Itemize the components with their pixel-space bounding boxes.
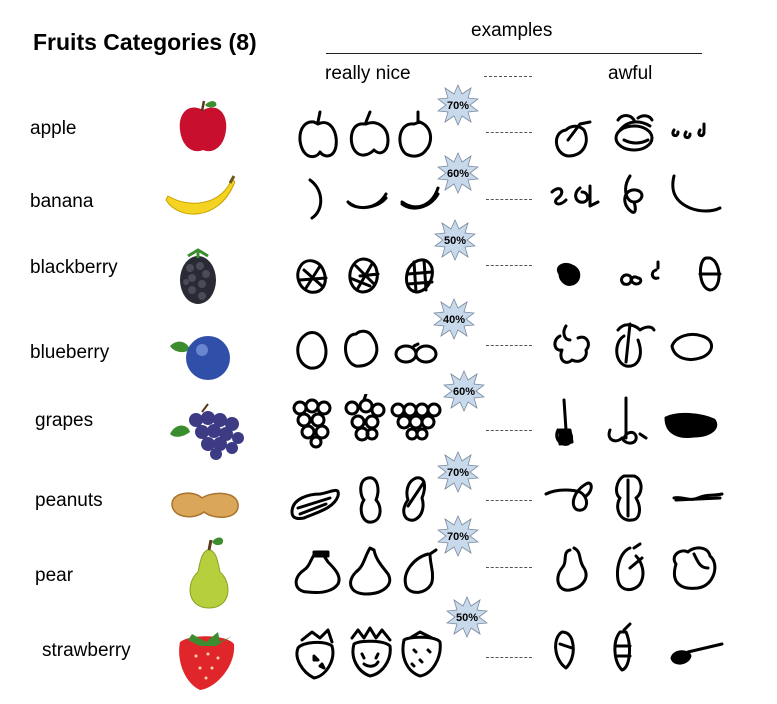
row-label-peanuts: peanuts xyxy=(35,490,103,511)
row-label-grapes: grapes xyxy=(35,410,94,431)
connector-dashes xyxy=(486,500,532,501)
sketches-grapes xyxy=(292,394,718,449)
svg-text:70%: 70% xyxy=(447,531,469,543)
percent-badge-grapes: 60% xyxy=(443,370,485,412)
page-title: Fruits Categories (8) xyxy=(33,29,257,55)
connector-dashes xyxy=(486,132,532,133)
header-dashes xyxy=(484,76,532,77)
connector-dashes xyxy=(486,430,532,431)
row-label-apple: apple xyxy=(30,118,77,139)
sketches-pear xyxy=(294,542,717,596)
row-label-banana: banana xyxy=(30,191,94,212)
percent-badge-blackberry: 50% xyxy=(434,219,476,261)
header-awful: awful xyxy=(608,63,653,84)
pear-icon xyxy=(189,537,229,609)
banana-icon xyxy=(165,175,236,215)
grapes-icon xyxy=(170,403,244,460)
row-label-blackberry: blackberry xyxy=(30,257,118,278)
svg-text:50%: 50% xyxy=(444,235,466,247)
sketches-blueberry xyxy=(296,322,713,370)
svg-text:70%: 70% xyxy=(447,467,469,479)
peanut-icon xyxy=(171,492,239,518)
strawberry-icon xyxy=(179,632,235,690)
percent-badge-apple: 70% xyxy=(437,84,479,126)
percent-badge-pear: 70% xyxy=(437,515,479,557)
sketches-strawberry xyxy=(295,622,724,680)
svg-text:60%: 60% xyxy=(453,386,475,398)
blueberry-icon xyxy=(170,336,230,380)
connector-dashes xyxy=(486,657,532,658)
svg-text:70%: 70% xyxy=(447,100,469,112)
svg-text:50%: 50% xyxy=(456,612,478,624)
sketches-peanuts xyxy=(290,474,724,524)
percent-badge-peanuts: 70% xyxy=(437,451,479,493)
sketches-apple xyxy=(298,110,706,159)
row-label-blueberry: blueberry xyxy=(30,342,110,363)
connector-dashes xyxy=(486,567,532,568)
percent-badge-strawberry: 50% xyxy=(446,596,488,638)
header-really-nice: really nice xyxy=(325,63,411,84)
svg-text:40%: 40% xyxy=(443,314,465,326)
sketches-banana xyxy=(308,174,722,220)
connector-dashes xyxy=(486,199,532,200)
sketches-blackberry xyxy=(296,256,722,294)
header-divider xyxy=(326,53,702,54)
percent-badge-blueberry: 40% xyxy=(433,298,475,340)
connector-dashes xyxy=(486,265,532,266)
svg-text:60%: 60% xyxy=(447,168,469,180)
connector-dashes xyxy=(486,345,532,346)
row-label-pear: pear xyxy=(35,565,74,586)
percent-badge-banana: 60% xyxy=(437,152,479,194)
blackberry-icon xyxy=(180,248,216,304)
apple-icon xyxy=(179,100,227,152)
header-examples: examples xyxy=(471,20,553,41)
row-label-strawberry: strawberry xyxy=(42,640,131,661)
